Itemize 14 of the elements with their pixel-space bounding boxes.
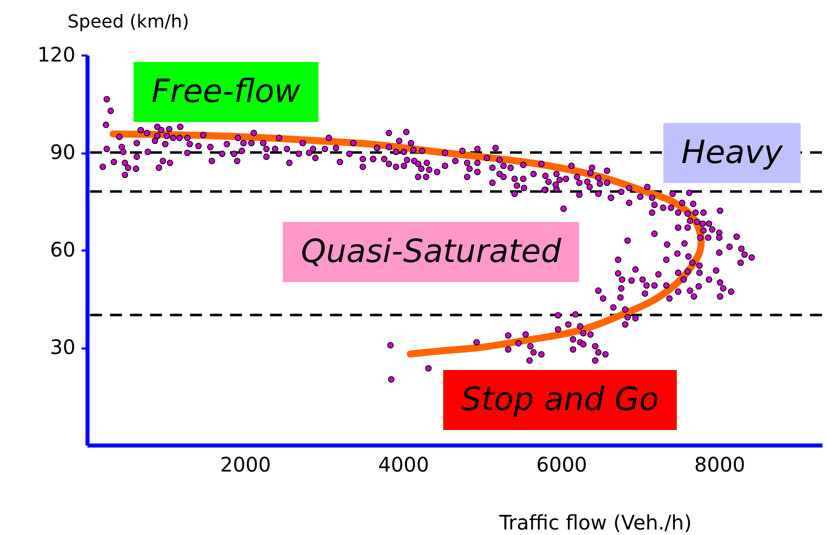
annotation: Stop and Go (461, 380, 659, 418)
y-tick-label: 120 (37, 42, 76, 66)
y-tick-label: 30 (50, 335, 76, 359)
y-tick-label: 60 (50, 238, 76, 262)
x-tick-label: 8000 (694, 452, 746, 476)
x-tick-label: 6000 (536, 452, 588, 476)
x-tick-label: 4000 (378, 452, 430, 476)
x-tick-label: 2000 (220, 452, 272, 476)
annotation: Heavy (681, 133, 784, 171)
annotation: Quasi-Saturated (300, 232, 562, 270)
y-tick-label: 90 (50, 140, 76, 164)
annotation: Free-flow (152, 72, 302, 110)
x-axis-title: Traffic flow (Veh./h) (498, 510, 692, 534)
y-axis-title: Speed (km/h) (68, 12, 190, 32)
